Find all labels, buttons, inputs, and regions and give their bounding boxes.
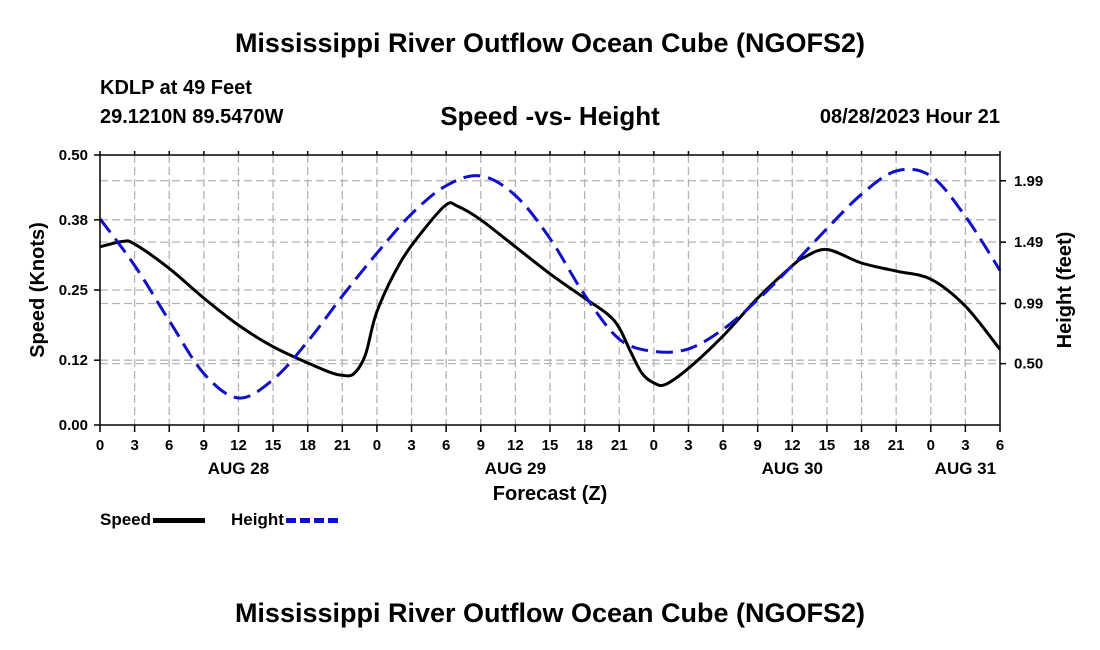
grid [100, 155, 1000, 425]
x-tick-label: 6 [165, 437, 173, 454]
height-series-line [98, 167, 1002, 400]
x-tick-label: 18 [576, 437, 593, 454]
x-tick-label: 12 [230, 437, 247, 454]
legend-speed: Speed [100, 509, 206, 531]
speed-height-chart: 0 3 6 9 12 15 18 21 0 3 6 9 12 15 18 21 0 3 6 9 12 15 18 21 0 3 6 0… [27, 147, 1076, 505]
x-date-label: AUG 29 [485, 459, 546, 478]
chart-bottom-title: Mississippi River Outflow Ocean Cube (NG… [234, 598, 866, 628]
x-tick-label: 0 [927, 437, 935, 454]
chart-main-title: Mississippi River Outflow Ocean Cube (NG… [234, 28, 866, 58]
legend-height-swatch [285, 517, 338, 523]
x-tick-label: 15 [265, 437, 282, 454]
x-tick-label: 6 [996, 437, 1004, 454]
y2-tick-label: 1.99 [1014, 173, 1043, 190]
y-tick-label: 0.50 [59, 147, 88, 164]
y-tick-label: 0.25 [59, 282, 88, 299]
x-tick-label: 0 [96, 437, 104, 454]
axes: 0 3 6 9 12 15 18 21 0 3 6 9 12 15 18 21 0 3 6 9 12 15 18 21 0 3 6 0… [59, 147, 1043, 478]
x-tick-label: 3 [684, 437, 692, 454]
x-date-label: AUG 28 [208, 459, 269, 478]
x-date-label: AUG 30 [762, 459, 823, 478]
x-tick-label: 9 [200, 437, 208, 454]
x-tick-label: 3 [961, 437, 969, 454]
x-tick-label: 0 [650, 437, 658, 454]
x-tick-label: 6 [719, 437, 727, 454]
x-tick-label: 9 [477, 437, 485, 454]
y2-axis-label: Height (feet) [1054, 232, 1076, 349]
x-tick-label: 12 [507, 437, 524, 454]
y-tick-label: 0.00 [59, 417, 88, 434]
x-tick-label: 6 [442, 437, 450, 454]
y-tick-label: 0.38 [59, 212, 88, 229]
y2-tick-label: 0.50 [1014, 356, 1043, 373]
x-tick-label: 3 [130, 437, 138, 454]
y2-tick-label: 0.99 [1014, 296, 1043, 313]
x-tick-label: 18 [853, 437, 870, 454]
speed-series-line [99, 201, 1002, 388]
station-label: KDLP at 49 Feet [100, 77, 252, 99]
legend-speed-label: Speed [100, 510, 152, 529]
x-tick-label: 21 [888, 437, 905, 454]
chart-subtitle: Speed -vs- Height [440, 101, 660, 131]
x-tick-label: 3 [407, 437, 415, 454]
x-tick-label: 21 [334, 437, 351, 454]
forecast-datetime: 08/28/2023 Hour 21 [819, 106, 1000, 128]
series-layer [98, 167, 1002, 400]
y2-tick-label: 1.49 [1014, 234, 1043, 251]
y-axis-label: Speed (Knots) [27, 222, 49, 358]
x-tick-label: 0 [373, 437, 381, 454]
x-tick-label: 9 [754, 437, 762, 454]
legend-speed-swatch [153, 517, 206, 523]
x-tick-label: 12 [784, 437, 801, 454]
legend-height-label: Height [231, 510, 284, 529]
x-date-label: AUG 31 [935, 459, 996, 478]
x-axis-label: Forecast (Z) [493, 483, 607, 505]
x-tick-label: 18 [299, 437, 316, 454]
x-tick-label: 21 [611, 437, 628, 454]
x-tick-label: 15 [819, 437, 836, 454]
station-coordinates: 29.1210N 89.5470W [100, 106, 284, 128]
legend-height: Height [231, 509, 338, 531]
x-tick-label: 15 [542, 437, 559, 454]
y-tick-label: 0.12 [59, 352, 88, 369]
